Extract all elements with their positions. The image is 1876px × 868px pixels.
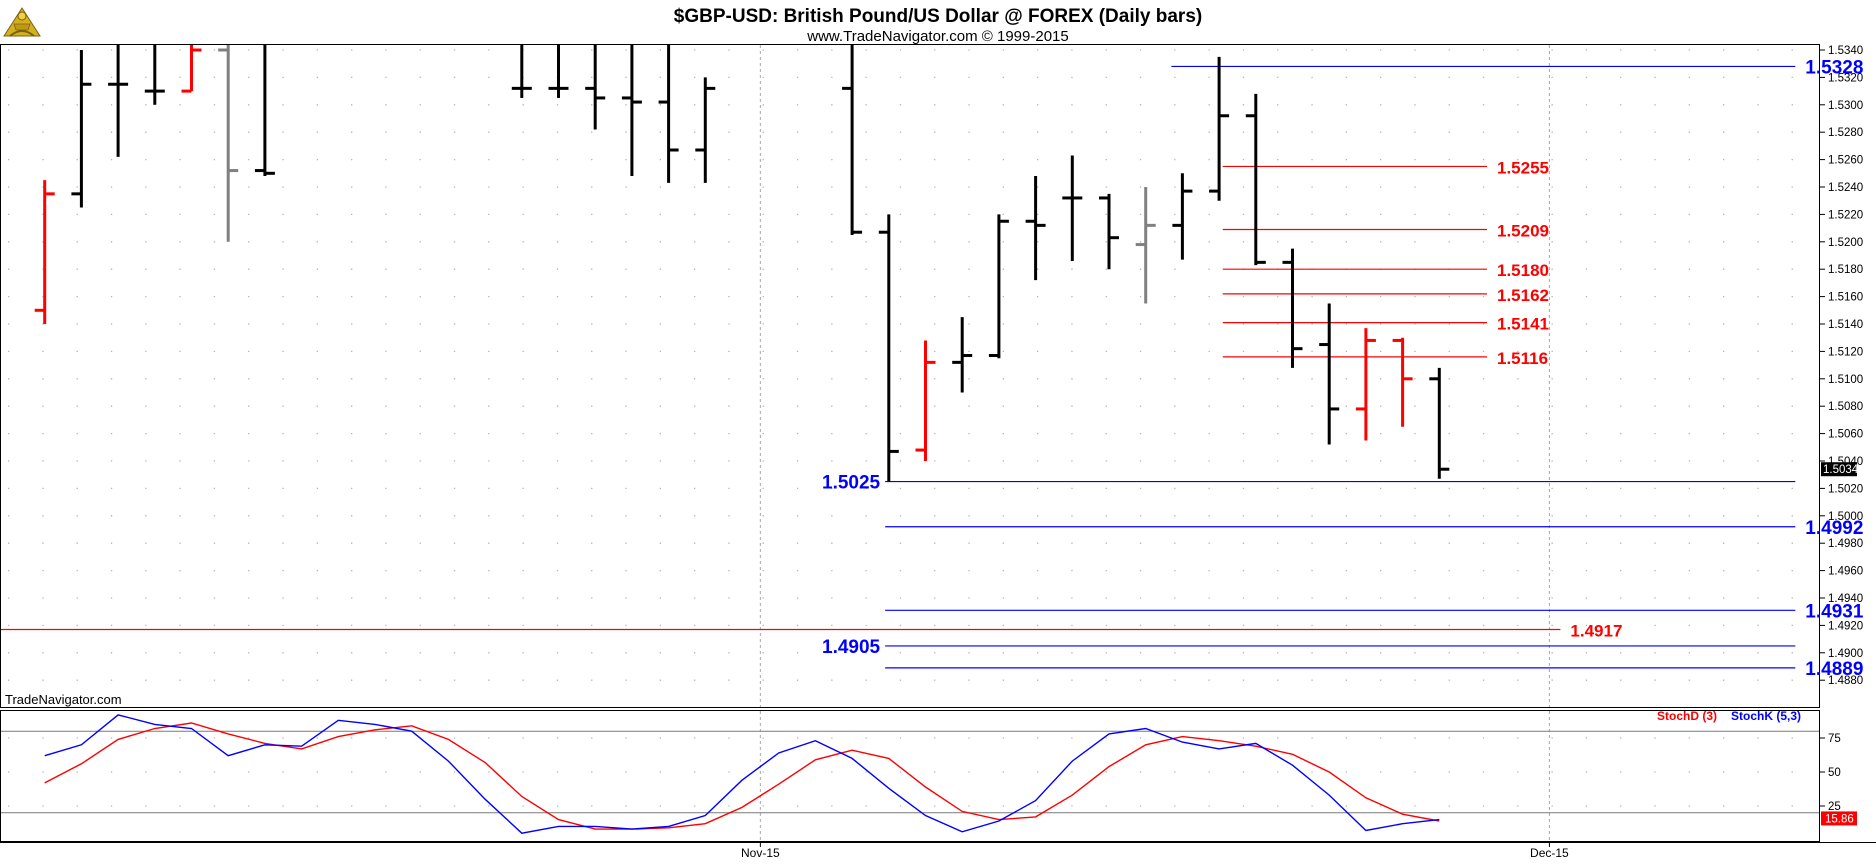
chart-title: $GBP-USD: British Pound/US Dollar @ FORE… — [674, 6, 1202, 27]
price-bars — [34, 45, 1450, 482]
legend-stochk: StochK (5,3) — [1731, 709, 1801, 723]
y-tick-label: 1.5160 — [1828, 292, 1863, 304]
x-tick-label: Dec-15 — [1530, 846, 1569, 860]
y-tick-label: 1.5340 — [1828, 45, 1863, 57]
y-tick-label: 1.5180 — [1828, 264, 1863, 276]
y-tick-label: 1.5120 — [1828, 346, 1863, 358]
level-label: 1.5025 — [822, 473, 881, 494]
price-panel-frame — [0, 44, 1820, 708]
y-tick-label: 1.5220 — [1828, 209, 1863, 221]
chart-subtitle: www.TradeNavigator.com © 1999-2015 — [806, 28, 1068, 45]
stoch-last-box — [1821, 811, 1857, 826]
level-label: 1.5255 — [1497, 158, 1549, 177]
stoch-tick-label: 25 — [1828, 801, 1841, 813]
y-tick-label: 1.5060 — [1828, 429, 1863, 441]
y-tick-label: 1.5140 — [1828, 319, 1863, 331]
y-tick-label: 1.4940 — [1828, 593, 1863, 605]
level-label: 1.4931 — [1805, 601, 1864, 622]
level-label: 1.4992 — [1805, 518, 1863, 539]
y-tick-label: 1.5080 — [1828, 401, 1863, 413]
level-label: 1.5162 — [1497, 286, 1549, 305]
y-tick-label: 1.4960 — [1828, 566, 1863, 578]
price-grid — [8, 45, 1818, 841]
x-tick-label: Nov-15 — [741, 846, 780, 860]
level-label: 1.5180 — [1497, 261, 1549, 280]
y-tick-label: 1.5300 — [1828, 100, 1863, 112]
stoch-tick-label: 50 — [1828, 767, 1841, 779]
y-tick-label: 1.5280 — [1828, 127, 1863, 139]
stoch-panel-frame — [0, 710, 1820, 842]
y-tick-label: 1.5000 — [1828, 511, 1863, 523]
level-label: 1.5209 — [1497, 221, 1549, 240]
y-tick-label: 1.4900 — [1828, 648, 1863, 660]
y-tick-label: 1.4920 — [1828, 620, 1863, 632]
y-tick-label: 1.5020 — [1828, 483, 1863, 495]
stoch-series-line — [44, 714, 1440, 834]
price-axis: 1.5340 1.5320 1.5300 1.5280 1.5260 1.5240 1.52… — [1820, 45, 1863, 687]
y-tick-label: 1.4880 — [1828, 675, 1863, 687]
legend-stochd: StochD (3) — [1657, 709, 1717, 723]
stoch-last-label: 15.86 — [1825, 813, 1854, 825]
level-label: 1.5141 — [1497, 315, 1549, 334]
last-price-label: 1.5034 — [1823, 464, 1859, 476]
last-price-box — [1821, 462, 1857, 477]
time-axis: Nov-15 Dec-15 — [741, 842, 1569, 860]
y-tick-label: 1.4980 — [1828, 538, 1863, 550]
watermark-text: TradeNavigator.com — [5, 692, 122, 707]
y-tick-label: 1.5200 — [1828, 237, 1863, 249]
y-tick-label: 1.5320 — [1828, 72, 1863, 84]
level-label: 1.5116 — [1497, 349, 1548, 368]
level-label: 1.5328 — [1805, 57, 1863, 78]
y-tick-label: 1.5260 — [1828, 155, 1863, 167]
sextant-logo-icon — [3, 7, 41, 37]
y-tick-label: 1.5240 — [1828, 182, 1863, 194]
price-levels: 1.5328 1.5255 1.5209 1.5180 1.5162 1.5141 1.51… — [1, 57, 1864, 680]
level-label: 1.4889 — [1805, 659, 1863, 680]
stoch-tick-label: 75 — [1828, 733, 1841, 745]
level-label: 1.4917 — [1570, 622, 1622, 641]
level-label: 1.4905 — [822, 637, 881, 658]
y-tick-label: 1.5100 — [1828, 374, 1863, 386]
